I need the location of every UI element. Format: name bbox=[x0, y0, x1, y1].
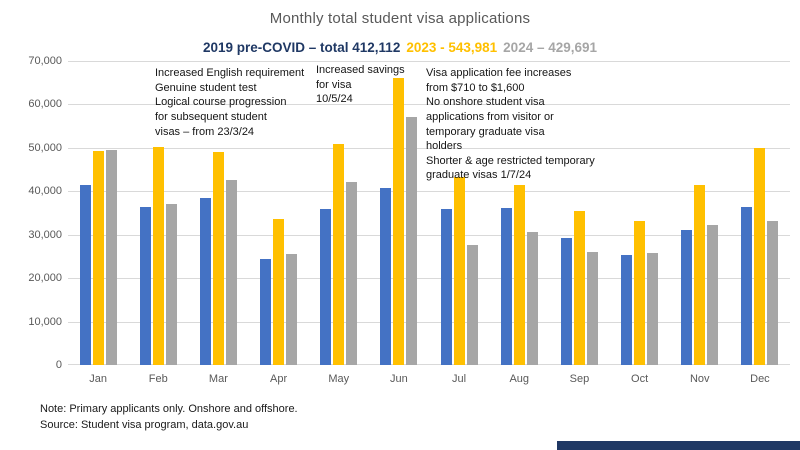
x-tick-apr: Apr bbox=[270, 373, 288, 385]
bar-2024-may bbox=[346, 182, 358, 365]
bar-2023-jan bbox=[92, 151, 104, 365]
gridline-40000 bbox=[68, 191, 790, 193]
bar-group-jun bbox=[369, 61, 429, 365]
y-tick-10000: 10,000 bbox=[28, 315, 62, 328]
bar-group-may bbox=[309, 61, 369, 365]
legend-item-2019: 2019 pre-COVID – total 412,112 bbox=[202, 40, 401, 55]
bar-2024-oct bbox=[647, 253, 659, 365]
bar-2023-nov bbox=[694, 184, 706, 365]
bar-group-oct bbox=[610, 61, 670, 365]
source-line: Source: Student visa program, data.gov.a… bbox=[40, 418, 249, 431]
annotation-march-policy: Increased English requirement Genuine st… bbox=[155, 67, 305, 138]
bar-2019-dec bbox=[741, 206, 753, 365]
x-tick-oct: Oct bbox=[631, 373, 649, 385]
bar-group-mar bbox=[188, 61, 248, 365]
bar-2019-jul bbox=[440, 209, 452, 365]
bar-2019-jun bbox=[380, 187, 392, 365]
footnotes: Note: Primary applicants only. Onshore a… bbox=[40, 402, 298, 434]
x-tick-nov: Nov bbox=[689, 373, 710, 385]
bar-2019-feb bbox=[139, 206, 151, 365]
gridline-30000 bbox=[68, 234, 790, 236]
note-line: Note: Primary applicants only. Onshore a… bbox=[40, 403, 298, 415]
bar-2024-apr bbox=[286, 254, 298, 365]
x-axis-tick-labels: Jan Feb Mar Apr May Jun Jul Aug Sep Oct Nov Dec bbox=[68, 373, 790, 389]
gridline-10000 bbox=[68, 321, 790, 323]
bar-2023-feb bbox=[152, 146, 164, 365]
bar-2023-apr bbox=[273, 218, 285, 365]
bar-group-apr bbox=[249, 61, 309, 365]
bar-group-dec bbox=[730, 61, 790, 365]
x-tick-may: May bbox=[328, 373, 350, 385]
y-tick-30000: 30,000 bbox=[28, 228, 62, 241]
y-tick-50000: 50,000 bbox=[28, 141, 62, 154]
annotation-may-savings: Increased savings for visa 10/5/24 bbox=[316, 64, 405, 106]
bar-group-sep bbox=[549, 61, 609, 365]
legend-item-2023: 2023 - 543,981 bbox=[406, 40, 498, 55]
bar-2019-may bbox=[320, 209, 332, 365]
slide-footer-bar bbox=[557, 441, 800, 450]
bar-2023-may bbox=[333, 143, 345, 365]
y-tick-0: 0 bbox=[55, 359, 62, 371]
x-tick-sep: Sep bbox=[569, 373, 590, 385]
y-tick-70000: 70,000 bbox=[28, 55, 62, 67]
x-tick-aug: Aug bbox=[509, 373, 530, 385]
bar-2024-sep bbox=[586, 251, 598, 365]
x-tick-feb: Feb bbox=[148, 373, 168, 385]
y-axis-tick-labels: 0 10,000 20,000 30,000 40,000 50,000 60,000 70,… bbox=[0, 55, 62, 371]
bar-2023-jul bbox=[453, 176, 465, 365]
y-tick-60000: 60,000 bbox=[28, 98, 62, 111]
bar-2019-nov bbox=[681, 230, 693, 365]
bar-2024-aug bbox=[526, 231, 538, 365]
annotation-july-fees: Visa application fee increases from $710… bbox=[426, 67, 595, 182]
bar-2024-feb bbox=[165, 204, 177, 365]
bar-group-aug bbox=[489, 61, 549, 365]
x-tick-dec: Dec bbox=[750, 373, 770, 385]
bar-2023-mar bbox=[212, 151, 224, 365]
chart-plot-area bbox=[68, 61, 790, 365]
gridline-70000 bbox=[68, 61, 790, 62]
bar-2024-nov bbox=[707, 224, 719, 365]
bar-group-jan bbox=[68, 61, 128, 365]
bar-2019-mar bbox=[199, 198, 211, 365]
x-tick-jan: Jan bbox=[89, 373, 107, 385]
bar-2023-aug bbox=[513, 185, 525, 365]
gridline-0 bbox=[68, 364, 790, 365]
x-tick-mar: Mar bbox=[208, 373, 228, 385]
bar-2024-jul bbox=[466, 244, 478, 365]
bar-2019-aug bbox=[500, 208, 512, 365]
bar-2019-jan bbox=[79, 184, 91, 365]
bar-2023-jun bbox=[393, 78, 405, 365]
bar-2024-jan bbox=[105, 150, 117, 365]
bar-2024-dec bbox=[767, 220, 779, 365]
bar-2023-sep bbox=[573, 210, 585, 365]
y-tick-40000: 40,000 bbox=[28, 185, 62, 198]
bar-2019-oct bbox=[621, 254, 633, 365]
bar-group-feb bbox=[128, 61, 188, 365]
gridline-60000 bbox=[68, 104, 790, 106]
bar-2019-apr bbox=[260, 259, 272, 365]
chart-legend: 2019 pre-COVID – total 412,112 2023 - 543… bbox=[0, 40, 800, 55]
gridline-50000 bbox=[68, 147, 790, 149]
chart-title: Monthly total student visa applications bbox=[269, 10, 531, 27]
x-tick-jul: Jul bbox=[452, 373, 467, 385]
bar-2023-oct bbox=[634, 221, 646, 365]
gridline-20000 bbox=[68, 278, 790, 280]
bar-2024-mar bbox=[225, 180, 237, 365]
bar-2019-sep bbox=[560, 237, 572, 365]
bar-group-jul bbox=[429, 61, 489, 365]
bar-2024-jun bbox=[406, 116, 418, 365]
bar-2023-dec bbox=[754, 147, 766, 365]
y-tick-20000: 20,000 bbox=[28, 272, 62, 285]
bar-group-nov bbox=[670, 61, 730, 365]
x-tick-jun: Jun bbox=[390, 373, 408, 385]
legend-item-2024: 2024 – 429,691 bbox=[503, 40, 598, 55]
